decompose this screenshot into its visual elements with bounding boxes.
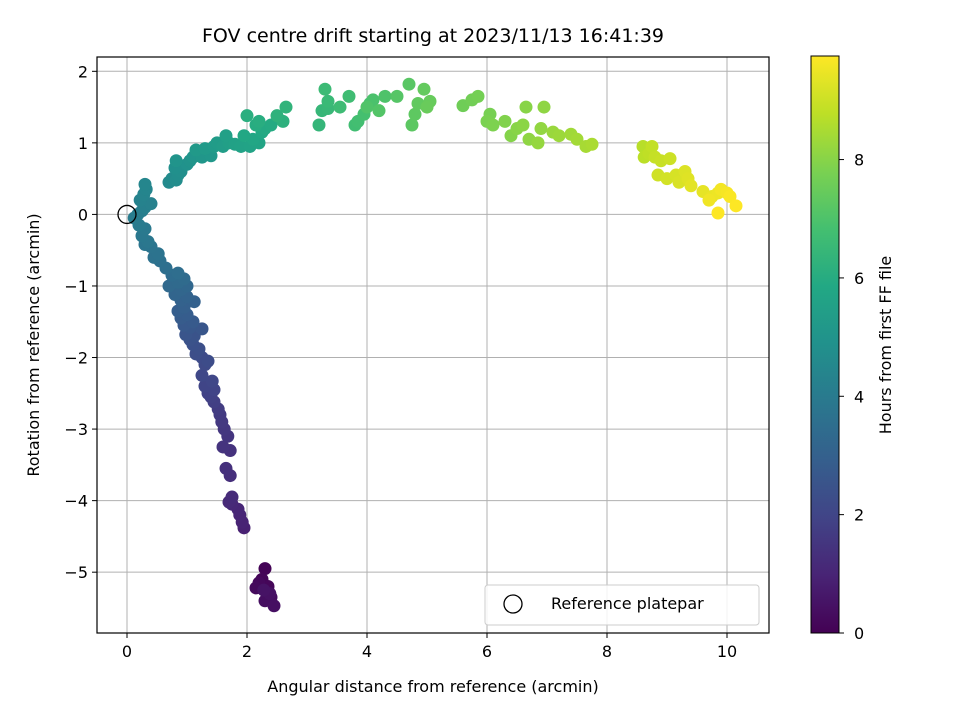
data-point — [471, 89, 485, 103]
data-point — [372, 104, 386, 118]
y-axis: −5 −4 −3 −2 −1 0 1 2 — [64, 62, 97, 582]
data-point — [169, 154, 183, 168]
data-point — [225, 490, 239, 504]
legend: Reference platepar — [484, 584, 760, 626]
data-point — [645, 139, 659, 153]
data-point — [663, 152, 677, 166]
data-point — [729, 199, 743, 213]
y-tick-label: 0 — [78, 205, 88, 224]
x-axis: 0 2 4 6 8 10 — [122, 633, 737, 661]
data-point — [333, 100, 347, 114]
colorbar-tick-label: 4 — [854, 387, 864, 406]
y-tick-label: −5 — [64, 563, 88, 582]
data-point — [402, 77, 416, 91]
reference-platepar-marker — [117, 204, 137, 225]
data-point — [723, 190, 737, 204]
data-point — [516, 118, 530, 132]
data-point — [585, 137, 599, 151]
data-point — [138, 177, 152, 191]
data-point — [420, 100, 434, 114]
plot-frame — [96, 56, 770, 634]
y-tick-label: −1 — [64, 277, 88, 296]
data-point — [417, 82, 431, 96]
data-point — [201, 354, 215, 368]
data-point — [171, 266, 185, 280]
colorbar-tick-label: 2 — [854, 506, 864, 525]
y-tick-label: −3 — [64, 420, 88, 439]
data-point — [537, 100, 551, 114]
legend-box — [484, 584, 760, 626]
data-point — [195, 368, 209, 382]
data-point — [390, 89, 404, 103]
colorbar-tick-label: 8 — [854, 151, 864, 170]
data-point — [234, 139, 248, 153]
data-point — [219, 461, 233, 475]
data-point — [486, 118, 500, 132]
data-point — [570, 132, 584, 146]
data-point — [258, 562, 272, 576]
y-tick-label: −2 — [64, 349, 88, 368]
colorbar-tick-label: 6 — [854, 269, 864, 288]
data-point — [405, 118, 419, 132]
data-point — [205, 374, 219, 388]
data-point — [711, 206, 725, 220]
x-tick-label: 6 — [482, 642, 492, 661]
data-point — [219, 129, 233, 143]
data-point — [378, 89, 392, 103]
data-point — [312, 118, 326, 132]
data-point — [498, 114, 512, 128]
x-tick-label: 10 — [717, 642, 737, 661]
reference-marker-layer — [117, 204, 137, 225]
data-point — [144, 197, 158, 211]
data-point — [534, 122, 548, 136]
data-point — [264, 118, 278, 132]
legend-marker-icon — [503, 594, 523, 614]
legend-label: Reference platepar — [551, 594, 704, 613]
data-point — [342, 89, 356, 103]
data-point — [240, 109, 254, 123]
colorbar-tick-label: 0 — [854, 624, 864, 643]
x-tick-label: 2 — [242, 642, 252, 661]
chart-title: FOV centre drift starting at 2023/11/13 … — [202, 25, 664, 47]
data-point — [684, 179, 698, 193]
data-point — [702, 193, 716, 207]
y-tick-label: 2 — [78, 62, 88, 81]
colorbar: 0 2 4 6 8 Hours from first FF file — [810, 55, 895, 643]
data-point — [519, 100, 533, 114]
x-axis-label: Angular distance from reference (arcmin) — [267, 677, 598, 696]
data-point — [279, 100, 293, 114]
y-axis-label: Rotation from reference (arcmin) — [24, 213, 43, 476]
x-tick-label: 4 — [362, 642, 372, 661]
data-point — [531, 136, 545, 150]
data-point — [195, 322, 209, 336]
data-point — [257, 583, 271, 597]
data-point — [318, 82, 332, 96]
x-tick-label: 0 — [122, 642, 132, 661]
data-point — [408, 107, 422, 121]
y-tick-label: −4 — [64, 492, 88, 511]
data-point — [360, 100, 374, 114]
data-point — [237, 129, 251, 143]
colorbar-label: Hours from first FF file — [876, 256, 895, 435]
data-point — [552, 129, 566, 143]
y-tick-label: 1 — [78, 134, 88, 153]
data-point — [252, 114, 266, 128]
colorbar-gradient — [810, 55, 840, 634]
x-tick-label: 8 — [602, 642, 612, 661]
data-point — [270, 109, 284, 123]
data-point — [216, 440, 230, 454]
data-point — [321, 94, 335, 108]
points-layer — [127, 77, 743, 613]
data-point — [267, 599, 281, 613]
colorbar-ticks: 0 2 4 6 8 — [839, 151, 864, 643]
